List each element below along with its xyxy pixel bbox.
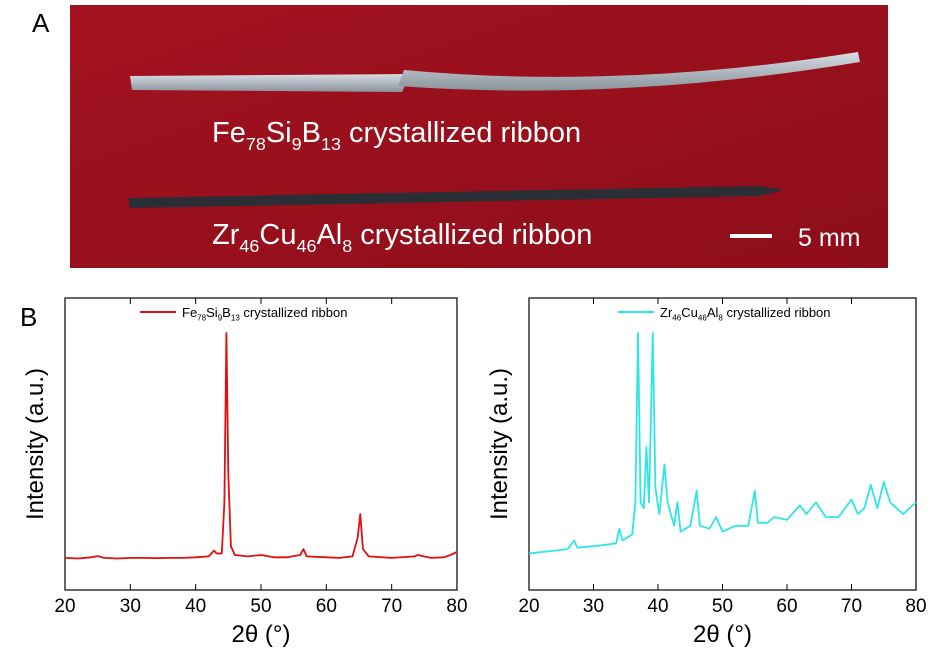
formula-text: Zr46Cu46Al8 crystallized ribbon [660, 305, 831, 323]
x-tick-label: 70 [381, 596, 402, 617]
data-line [529, 333, 916, 554]
text-part: Al [707, 305, 719, 320]
text-part: B [302, 117, 321, 149]
subscript: 46 [239, 236, 259, 256]
data-line [65, 333, 457, 559]
y-axis-label: Intensity (a.u.) [22, 368, 49, 520]
subscript: 78 [246, 134, 266, 154]
subscript: 9 [292, 134, 302, 154]
x-axis-label: 2θ (°) [693, 621, 752, 648]
x-tick-label: 30 [583, 596, 604, 617]
x-axis-label: 2θ (°) [232, 621, 291, 648]
x-tick-label: 70 [841, 596, 862, 617]
x-tick-label: 20 [518, 596, 539, 617]
text-part: crystallized ribbon [240, 305, 348, 320]
text-part: Si [206, 305, 218, 320]
text-part: Zr [212, 219, 240, 251]
panel-label: B [20, 302, 37, 332]
y-axis-label: Intensity (a.u.) [486, 368, 513, 520]
text-part: crystallized ribbon [723, 305, 831, 320]
formula-text: Zr46Cu46Al8 crystallized ribbon [212, 219, 592, 256]
text-part: Si [266, 117, 292, 149]
text-part: Zr [660, 305, 673, 320]
page: A 5 mm B Fe78Si9B13 crystallized ribbonZ… [0, 0, 932, 652]
formula-text: Fe78Si9B13 crystallized ribbon [182, 305, 347, 323]
scale-label: 5 mm [798, 224, 861, 252]
x-tick-label: 20 [54, 596, 75, 617]
text-part: crystallized ribbon [341, 117, 581, 149]
x-tick-label: 80 [905, 596, 926, 617]
x-tick-label: 30 [120, 596, 141, 617]
subscript: 46 [296, 236, 316, 256]
plot-frame [65, 298, 457, 590]
subscript: 8 [342, 236, 352, 256]
formula-text: Fe78Si9B13 crystallized ribbon [212, 117, 581, 154]
panel-label: A [32, 8, 50, 38]
x-tick-label: 60 [316, 596, 337, 617]
text-part: B [222, 305, 231, 320]
x-tick-label: 60 [776, 596, 797, 617]
x-tick-label: 40 [647, 596, 668, 617]
figure: A 5 mm B Fe78Si9B13 crystallized ribbonZ… [0, 0, 932, 652]
text-part: Cu [259, 219, 296, 251]
text-part: Al [316, 219, 342, 251]
x-tick-label: 50 [712, 596, 733, 617]
x-tick-label: 40 [185, 596, 206, 617]
text-part: Fe [182, 305, 197, 320]
x-tick-label: 80 [446, 596, 467, 617]
text-part: Fe [212, 117, 246, 149]
text-part: Cu [681, 305, 698, 320]
subscript: 13 [321, 134, 341, 154]
x-tick-label: 50 [250, 596, 271, 617]
ribbon [130, 74, 410, 92]
text-part: crystallized ribbon [352, 219, 592, 251]
